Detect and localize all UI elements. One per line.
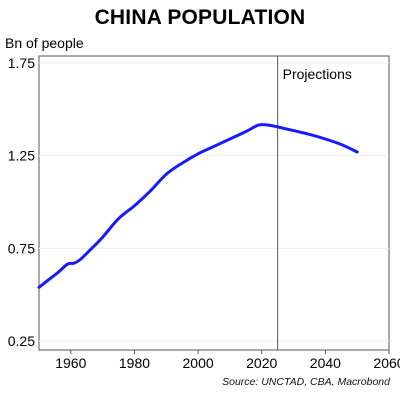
x-tick-label: 2060: [373, 355, 400, 371]
x-tick-label: 2000: [183, 355, 214, 371]
y-axis-unit-label: Bn of people: [5, 35, 84, 51]
x-tick-label: 1960: [55, 355, 86, 371]
y-axis-tick-labels: 0.25 0.75 1.25 1.75: [8, 55, 35, 349]
y-tick-label: 1.75: [8, 55, 35, 71]
x-tick-label: 2040: [310, 355, 341, 371]
x-tick-label: 2020: [246, 355, 277, 371]
y-tick-label: 0.75: [8, 240, 35, 256]
plot-frame: [38, 55, 390, 351]
projections-annotation: Projections: [283, 66, 352, 82]
gridlines: [39, 62, 389, 342]
x-tick-label: 1980: [119, 355, 150, 371]
series-line-population: [37, 123, 359, 289]
y-tick-label: 0.25: [8, 333, 35, 349]
y-tick-label: 1.25: [8, 148, 35, 164]
x-axis-tick-labels: 1960 1980 2000 2020 2040 2060: [55, 350, 400, 371]
chart-title: CHINA POPULATION: [94, 6, 306, 29]
source-note: Source: UNCTAD, CBA, Macrobond: [222, 376, 390, 388]
